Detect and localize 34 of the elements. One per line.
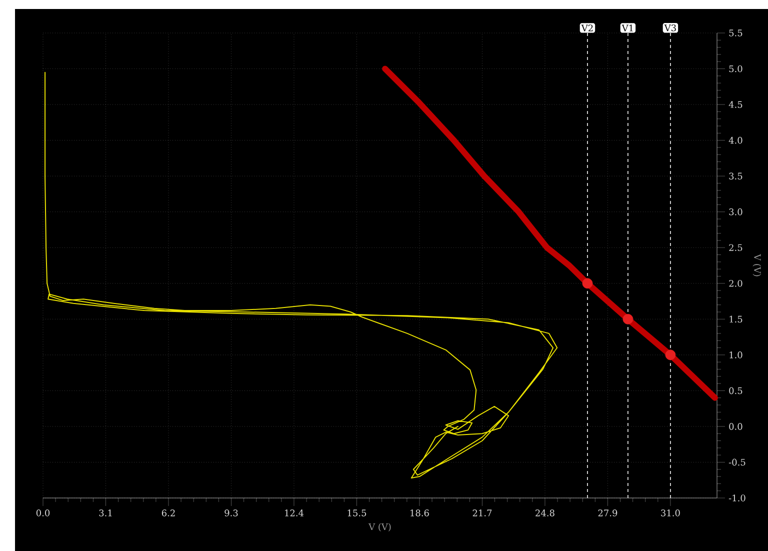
point — [582, 278, 593, 289]
x-tick-label: 3.1 — [99, 510, 112, 516]
y-tick-label: 5.5 — [729, 30, 742, 36]
x-tick-label: 6.2 — [162, 510, 175, 516]
ref-line-label: V2 — [581, 24, 593, 32]
point — [665, 350, 676, 360]
y-tick-label: 4.5 — [728, 101, 742, 108]
y-tick-label: 3.5 — [729, 172, 742, 180]
x-tick-label: 15.5 — [348, 510, 366, 516]
x-axis-title: V (V) — [368, 523, 391, 532]
y-tick-label: 1.5 — [730, 316, 742, 323]
x-tick-label: 12.4 — [285, 510, 304, 516]
x-tick-label: 18.6 — [410, 510, 429, 516]
ref-line-label: V1 — [622, 24, 633, 32]
y-tick-label: -1.0 — [728, 494, 746, 502]
x-tick-label: 27.9 — [598, 510, 618, 516]
x-tick-label: 31.0 — [661, 510, 680, 516]
line-series — [44, 72, 558, 478]
x-tick-label: 9.3 — [224, 510, 238, 516]
x-tick-label: 21.7 — [472, 510, 492, 516]
ref-line-label: V3 — [664, 24, 676, 32]
y-tick-label: 3.0 — [729, 208, 742, 216]
y-tick-label: 0.0 — [729, 423, 742, 430]
y-tick-label: 5.0 — [729, 65, 742, 72]
y-axis-title: V (V) — [752, 254, 761, 276]
y-tick-label: 2.0 — [729, 280, 742, 287]
y-tick-label: 4.0 — [728, 136, 742, 144]
x-tick-label: 24.8 — [536, 510, 554, 516]
point — [622, 314, 634, 324]
y-tick-label: -0.5 — [728, 458, 746, 466]
y-tick-label: 1.0 — [730, 352, 742, 358]
x-tick-label: 0.0 — [36, 510, 50, 516]
y-tick-label: 2.5 — [729, 244, 742, 252]
y-tick-label: 0.5 — [729, 387, 742, 394]
